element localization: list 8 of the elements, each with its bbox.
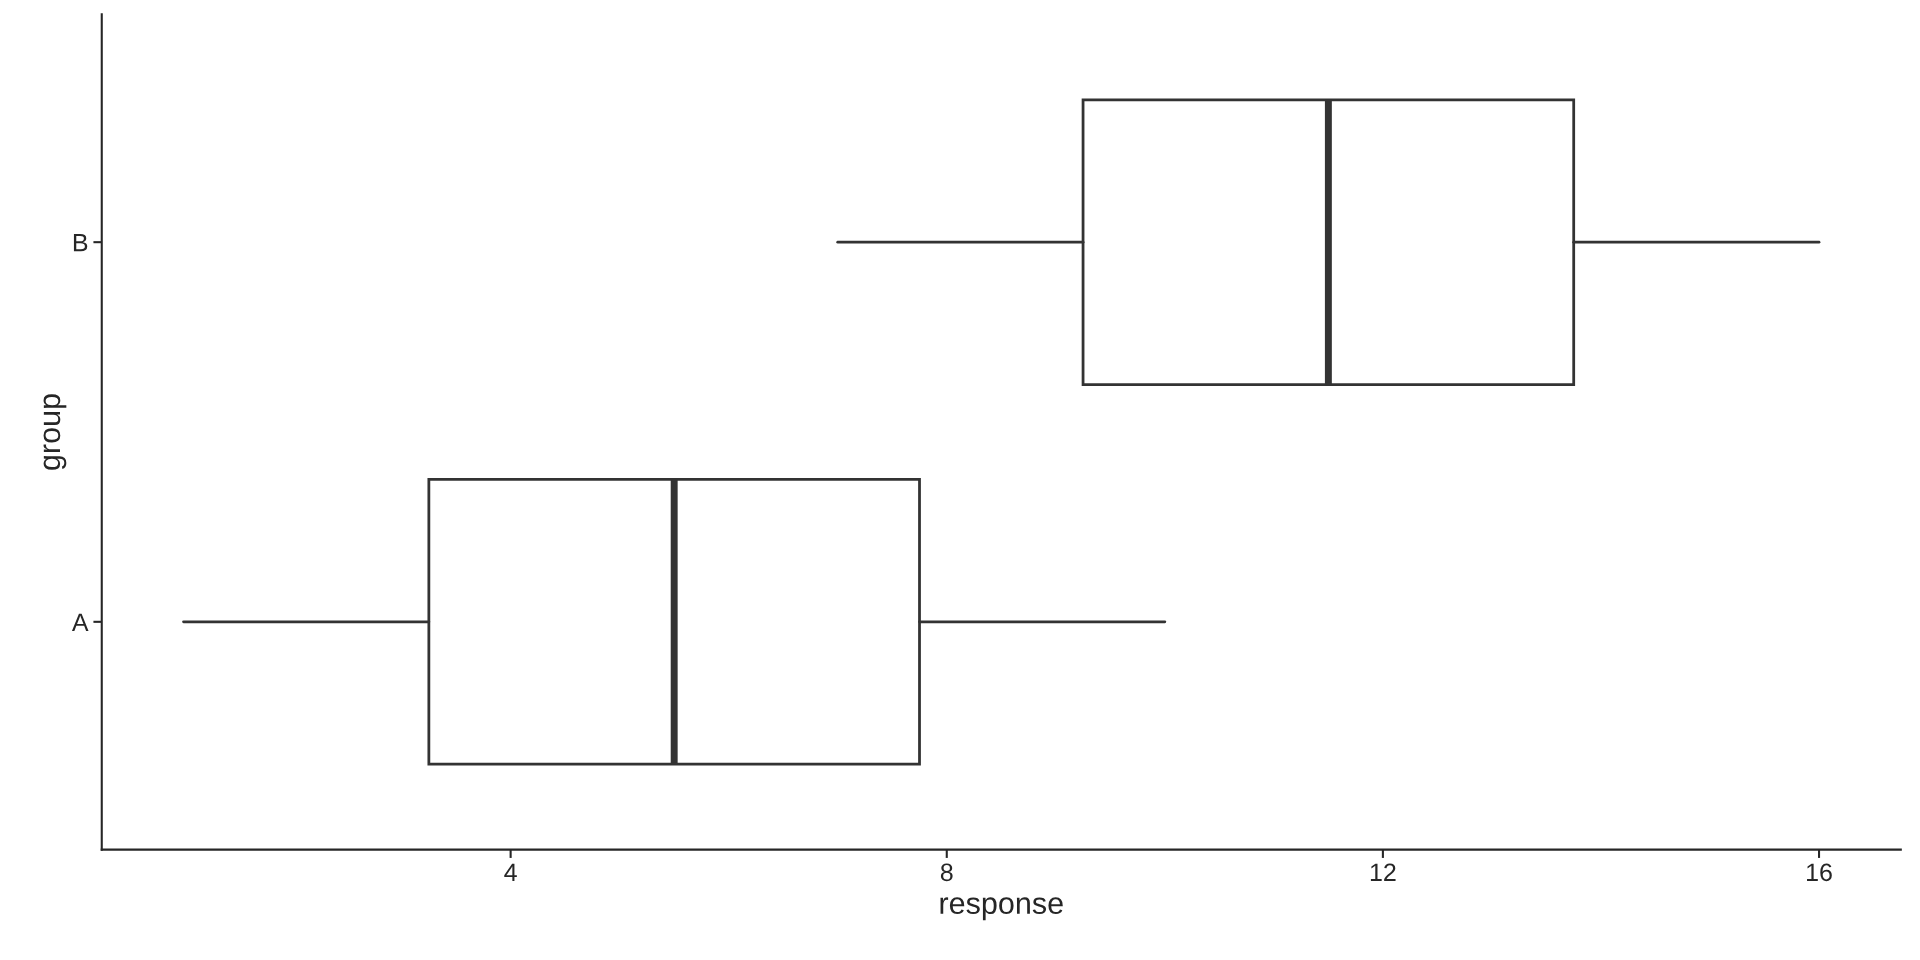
x-tick-label: 12 xyxy=(1370,863,1396,881)
y-tick-label: B xyxy=(73,234,88,252)
x-tick-label: 4 xyxy=(504,863,517,881)
x-tick-label: 8 xyxy=(940,863,953,882)
x-tick-label: 16 xyxy=(1807,863,1832,882)
y-axis-title: group xyxy=(43,394,67,470)
x-axis-title: response xyxy=(940,897,1063,921)
y-tick-label: A xyxy=(71,613,89,631)
